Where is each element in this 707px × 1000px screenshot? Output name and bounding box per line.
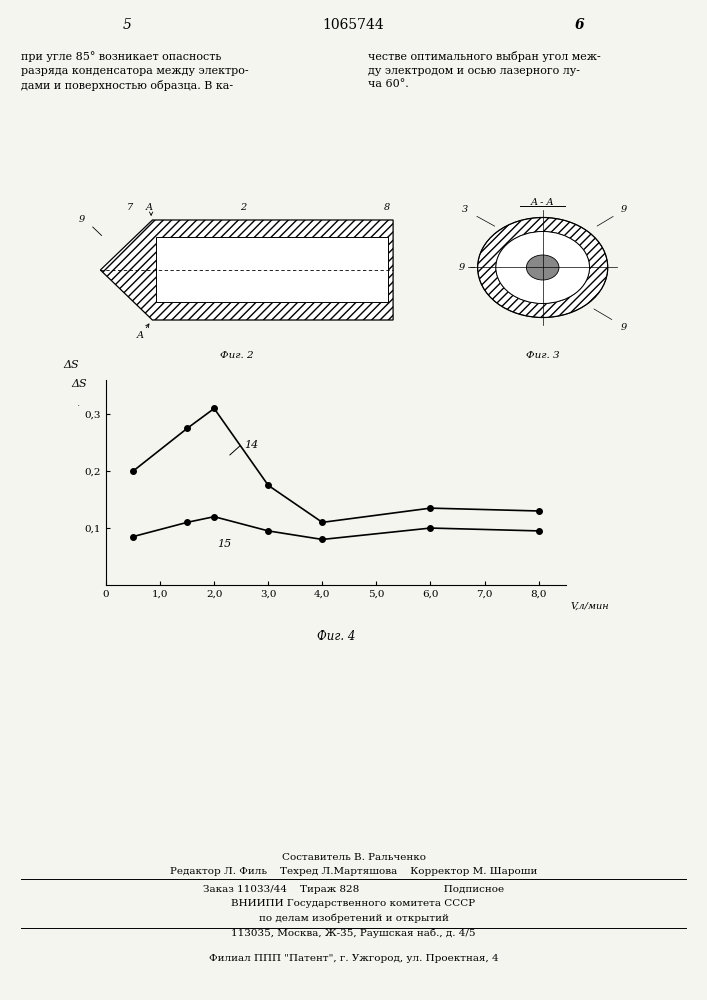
- Text: 9: 9: [621, 323, 627, 332]
- Text: 0,3: 0,3: [78, 405, 80, 406]
- Text: ВНИИПИ Государственного комитета СССР: ВНИИПИ Государственного комитета СССР: [231, 899, 476, 908]
- Text: Фиг. 4: Фиг. 4: [317, 630, 355, 643]
- Text: 5: 5: [123, 18, 132, 32]
- Text: Редактор Л. Филь    Техред Л.Мартяшова    Корректор М. Шароши: Редактор Л. Филь Техред Л.Мартяшова Корр…: [170, 867, 537, 876]
- Text: 6: 6: [575, 18, 585, 32]
- Text: Фиг. 2: Фиг. 2: [220, 352, 254, 360]
- Text: Филиал ППП "Патент", г. Ужгород, ул. Проектная, 4: Филиал ППП "Патент", г. Ужгород, ул. Про…: [209, 954, 498, 963]
- Text: 9: 9: [621, 205, 627, 214]
- Text: Фиг. 3: Фиг. 3: [526, 352, 559, 360]
- Text: A: A: [146, 203, 153, 212]
- Text: 8: 8: [383, 203, 390, 212]
- Text: 9: 9: [79, 215, 86, 224]
- Text: 7: 7: [127, 203, 133, 212]
- Text: Составитель В. Ральченко: Составитель В. Ральченко: [281, 853, 426, 862]
- Circle shape: [527, 255, 559, 280]
- Text: 1065744: 1065744: [322, 18, 385, 32]
- Text: 2: 2: [240, 203, 247, 212]
- Text: 14: 14: [244, 440, 258, 450]
- Circle shape: [496, 232, 590, 304]
- Text: V,л/мин: V,л/мин: [571, 601, 609, 610]
- Circle shape: [478, 218, 608, 318]
- Text: по делам изобретений и открытий: по делам изобретений и открытий: [259, 914, 448, 923]
- Text: ΔS: ΔS: [64, 360, 79, 370]
- Text: честве оптимального выбран угол меж-
ду электродом и осью лазерного лу-
ча 60°.: честве оптимального выбран угол меж- ду …: [368, 51, 600, 89]
- Polygon shape: [156, 237, 388, 302]
- Text: 3: 3: [462, 205, 468, 214]
- Text: A - A: A - A: [531, 198, 554, 207]
- Polygon shape: [100, 220, 393, 320]
- Text: 15: 15: [217, 539, 231, 549]
- Text: 9: 9: [458, 263, 464, 272]
- Text: A: A: [137, 332, 144, 340]
- Text: 113035, Москва, Ж-35, Раушская наб., д. 4/5: 113035, Москва, Ж-35, Раушская наб., д. …: [231, 928, 476, 938]
- Text: при угле 85° возникает опасность
разряда конденсатора между электро-
дами и пове: при угле 85° возникает опасность разряда…: [21, 51, 249, 91]
- Text: Заказ 11033/44    Тираж 828                          Подписное: Заказ 11033/44 Тираж 828 Подписное: [203, 885, 504, 894]
- Text: ΔS: ΔS: [71, 379, 87, 389]
